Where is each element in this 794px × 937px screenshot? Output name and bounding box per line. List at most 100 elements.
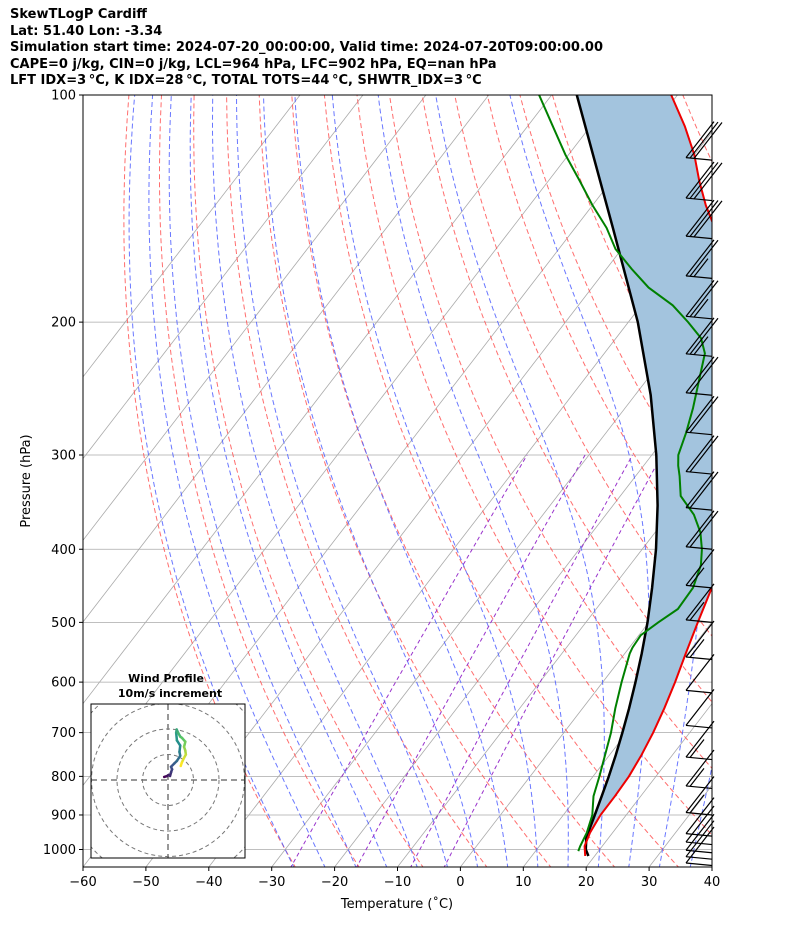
mixing-ratio-line xyxy=(290,454,528,867)
wind-barb-flag xyxy=(685,471,715,509)
dry-adiabat xyxy=(159,95,360,867)
dry-adiabat xyxy=(291,95,616,867)
wind-barb-flag xyxy=(689,471,719,509)
wind-barb-flag xyxy=(685,395,715,433)
y-tick-label: 300 xyxy=(51,448,76,463)
wind-barb-flag xyxy=(685,620,715,658)
dry-adiabat xyxy=(226,95,488,867)
x-axis-ticks: −60 −50 −40 −30 −20 −10 0 10 20 30 40 xyxy=(69,867,720,890)
isotherm xyxy=(83,95,427,541)
wind-barb-flag xyxy=(685,689,715,726)
mixing-ratio-lines xyxy=(290,454,663,867)
wind-barb xyxy=(685,689,715,729)
header-indices: LFT IDX=3 °C, K IDX=28 °C, TOTAL TOTS=44… xyxy=(10,73,482,88)
wind-barb-half-flag xyxy=(693,298,709,318)
wind-barb-flag xyxy=(685,749,715,787)
wind-barb-flag xyxy=(685,435,715,472)
wind-barb xyxy=(685,510,719,550)
wind-barb-flag xyxy=(685,797,715,834)
wind-barb-flag xyxy=(685,776,715,813)
moist-adiabat xyxy=(128,95,295,867)
dry-adiabat xyxy=(486,95,712,572)
y-tick-label: 900 xyxy=(51,808,76,823)
wind-barb-flag xyxy=(685,279,715,317)
wind-barb-flag xyxy=(693,162,723,200)
moist-adiabat xyxy=(189,95,388,867)
moist-adiabat xyxy=(435,95,605,867)
wind-barb-flag xyxy=(685,199,715,237)
y-tick-label: 500 xyxy=(51,616,76,631)
hodograph-inset: Wind Profile 10m/s increment xyxy=(90,672,246,859)
wind-barb xyxy=(685,279,719,320)
moist-adiabat xyxy=(212,95,418,867)
header-times: Simulation start time: 2024-07-20_00:00:… xyxy=(10,40,603,55)
wind-barb-flag xyxy=(685,356,715,394)
y-tick-label: 200 xyxy=(51,316,76,331)
wind-barb-half-flag xyxy=(689,794,705,814)
x-tick-label: 40 xyxy=(704,875,721,890)
wind-barb xyxy=(685,620,715,661)
wind-barb-staff xyxy=(685,856,713,860)
dry-adiabat xyxy=(356,95,712,836)
dry-adiabat xyxy=(454,95,712,637)
dry-adiabat xyxy=(258,95,552,867)
y-tick-label: 400 xyxy=(51,543,76,558)
temperature-line xyxy=(583,95,712,857)
parcel-path-line xyxy=(575,95,659,857)
wind-barb-staff xyxy=(685,849,713,854)
hodograph-segment xyxy=(174,731,179,742)
wind-barb-flag xyxy=(689,280,719,318)
wind-barb-half-flag xyxy=(689,639,705,658)
moist-adiabat xyxy=(294,95,509,867)
wind-barb xyxy=(685,395,719,436)
mixing-ratio-line xyxy=(410,454,633,867)
wind-barb xyxy=(685,435,719,475)
wind-barb xyxy=(685,653,715,694)
wind-barb xyxy=(685,199,723,240)
x-tick-label: 10 xyxy=(515,875,532,890)
wind-barb-flag xyxy=(685,805,715,843)
x-tick-label: −50 xyxy=(132,875,159,890)
wind-barb-staff xyxy=(685,689,713,694)
wind-barb-flag xyxy=(685,510,715,548)
wind-barb xyxy=(685,161,723,202)
y-axis-label: Pressure (hPa) xyxy=(19,434,34,527)
y-tick-label: 700 xyxy=(51,726,76,741)
dry-adiabat xyxy=(323,95,680,867)
wind-barb-flag xyxy=(693,122,723,159)
dry-adiabats xyxy=(123,95,794,869)
cape-shading xyxy=(576,95,712,837)
wind-barb-flag xyxy=(689,510,719,548)
y-tick-label: 100 xyxy=(51,89,76,104)
isotherm xyxy=(83,95,301,378)
wind-barb-flag xyxy=(689,121,719,159)
moist-adiabat xyxy=(721,82,794,869)
wind-barb-flag xyxy=(689,162,719,199)
wind-barb-flag xyxy=(685,161,715,199)
wind-barb-flag xyxy=(689,396,719,433)
isotherm xyxy=(334,376,712,867)
isotherm xyxy=(459,539,712,867)
wind-barb-flag xyxy=(685,121,715,159)
wind-barb xyxy=(685,317,719,357)
x-tick-label: 0 xyxy=(456,875,464,890)
header-cape-cin: CAPE=0 j/kg, CIN=0 j/kg, LCL=964 hPa, LF… xyxy=(10,56,497,72)
moist-adiabat xyxy=(148,95,326,867)
isotherm xyxy=(271,294,712,867)
isotherm xyxy=(208,212,712,867)
wind-barb-staff xyxy=(685,841,713,846)
y-axis-ticks: 100 200 300 400 500 600 700 800 900 1000 xyxy=(43,89,83,858)
wind-barb xyxy=(685,121,723,161)
moist-adiabat xyxy=(236,95,448,867)
wind-barb xyxy=(685,583,715,623)
dry-adiabat xyxy=(748,95,794,869)
wind-barb xyxy=(685,749,715,790)
dry-adiabat xyxy=(389,95,712,770)
wind-barb xyxy=(685,548,715,589)
x-tick-label: 20 xyxy=(578,875,595,890)
moist-adiabat xyxy=(168,95,357,867)
wind-barb-flag xyxy=(685,317,715,355)
wind-barb-staff xyxy=(685,724,713,729)
wind-barb-flag xyxy=(685,653,715,691)
isotherm xyxy=(711,866,712,867)
